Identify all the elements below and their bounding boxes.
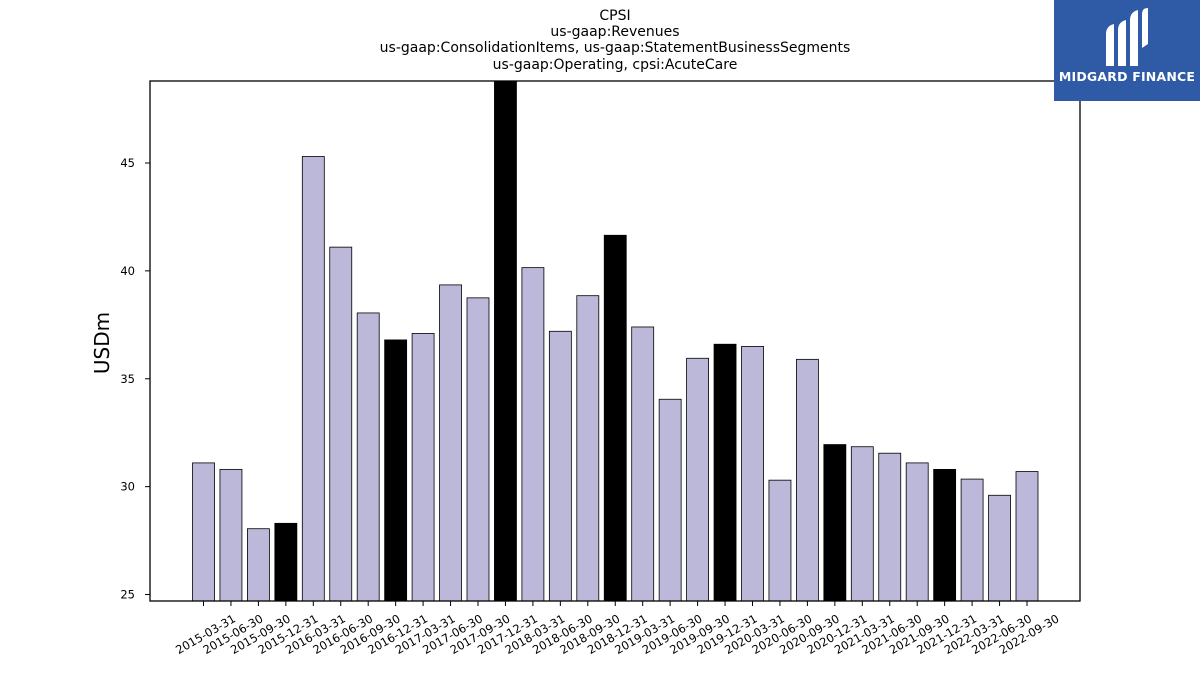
chart-title-line-1: CPSI (599, 8, 630, 24)
bar-2022-06-30 (988, 494, 1011, 602)
bar-2020-09-30 (796, 358, 819, 602)
midgard-finance-logo: MIDGARD FINANCE (1054, 0, 1200, 101)
plot-frame (149, 80, 1081, 602)
bar-2017-12-31 (494, 80, 517, 602)
chart-title: CPSI us-gaap:Revenues us-gaap:Consolidat… (380, 8, 851, 73)
bar-2017-06-30 (439, 284, 462, 602)
bar-2022-09-30 (1015, 471, 1039, 602)
bar-2019-06-30 (658, 398, 682, 602)
y-tick-label: 40 (120, 264, 135, 278)
bar-2020-12-31 (823, 444, 847, 602)
bar-2019-09-30 (686, 357, 709, 602)
logo-text: MIDGARD FINANCE (1058, 69, 1196, 84)
bar-2019-03-31 (631, 326, 655, 602)
bar-2015-06-30 (219, 468, 243, 602)
bar-2021-12-31 (933, 468, 957, 602)
bar-2018-03-31 (521, 267, 545, 602)
bar-2018-09-30 (576, 295, 600, 602)
y-axis-label: USDm (90, 312, 114, 374)
bar-2020-03-31 (741, 345, 764, 602)
bar-2018-12-31 (603, 234, 627, 602)
bar-2022-03-31 (960, 478, 984, 602)
bar-2015-03-31 (192, 462, 215, 602)
x-axis-ticks: 2015-03-312015-06-302015-09-302015-12-31… (173, 601, 1062, 657)
bar-2016-06-30 (329, 246, 353, 602)
bar-2015-09-30 (246, 528, 270, 602)
bar-2021-09-30 (905, 462, 929, 602)
y-tick-label: 25 (120, 588, 135, 602)
bar-2015-12-31 (274, 522, 298, 602)
y-tick-label: 30 (120, 480, 135, 494)
bar-2021-03-31 (850, 446, 874, 602)
bar-2016-03-31 (301, 156, 325, 602)
bar-2021-06-30 (878, 452, 902, 602)
y-axis-ticks: 25 30 35 40 45 (120, 156, 150, 602)
y-tick-label: 45 (120, 156, 135, 170)
midgard-logo-mark-icon (1106, 8, 1148, 66)
bar-2016-09-30 (356, 312, 380, 602)
y-tick-label: 35 (120, 372, 135, 386)
bars (192, 80, 1039, 602)
bar-2018-06-30 (548, 330, 572, 602)
bar-2017-03-31 (411, 333, 435, 602)
bar-2019-12-31 (713, 343, 737, 602)
bar-2020-06-30 (768, 479, 792, 602)
bar-2016-12-31 (384, 339, 408, 602)
bar-2017-09-30 (466, 297, 490, 602)
chart-title-line-4: us-gaap:Operating, cpsi:AcuteCare (493, 57, 738, 73)
chart-title-line-2: us-gaap:Revenues (550, 24, 679, 40)
chart-title-line-3: us-gaap:ConsolidationItems, us-gaap:Stat… (380, 40, 851, 56)
